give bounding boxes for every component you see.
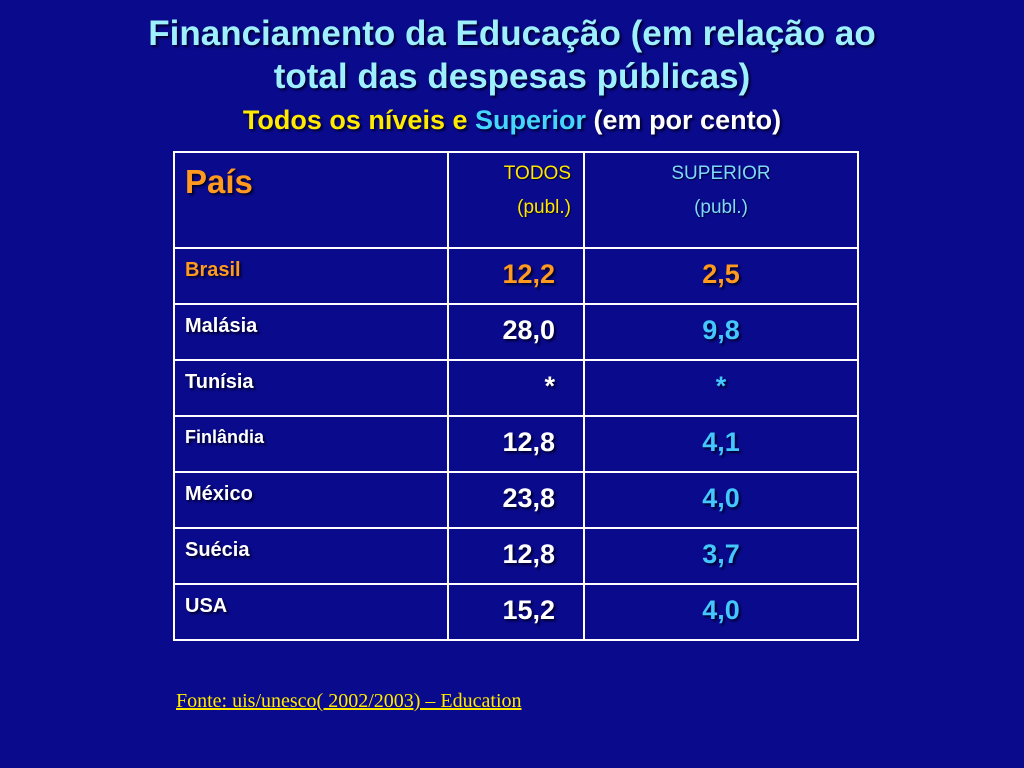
superior-value: 3,7 <box>702 539 740 569</box>
slide-title: Financiamento da Educação (em relação ao… <box>0 12 1024 98</box>
todos-cell: 12,2 <box>447 247 585 305</box>
table-row: Finlândia 12,8 4,1 <box>173 415 859 473</box>
superior-value: 4,1 <box>702 427 740 457</box>
table-header-row: País TODOS (publ.) SUPERIOR (publ.) <box>173 151 859 249</box>
todos-value: * <box>544 371 555 401</box>
country-name: Malásia <box>185 315 258 337</box>
country-cell: Malásia <box>173 303 449 361</box>
header-superior-line-1: SUPERIOR <box>671 163 771 184</box>
table-row: Brasil 12,2 2,5 <box>173 247 859 305</box>
table-row: Malásia 28,0 9,8 <box>173 303 859 361</box>
table-row: México 23,8 4,0 <box>173 471 859 529</box>
country-cell: Brasil <box>173 247 449 305</box>
country-cell: Suécia <box>173 527 449 585</box>
country-name: USA <box>185 595 228 617</box>
table-row: Suécia 12,8 3,7 <box>173 527 859 585</box>
header-todos-label: TODOS (publ.) <box>449 153 583 225</box>
country-name: Suécia <box>185 539 250 561</box>
superior-cell: 4,0 <box>583 583 859 641</box>
country-cell: Tunísia <box>173 359 449 417</box>
header-superior-label: SUPERIOR (publ.) <box>585 153 857 225</box>
header-country-cell: País <box>173 151 449 249</box>
country-cell: USA <box>173 583 449 641</box>
todos-cell: 15,2 <box>447 583 585 641</box>
slide-subtitle: Todos os níveis e Superior (em por cento… <box>0 103 1024 137</box>
header-superior-line-2: (publ.) <box>694 197 748 218</box>
todos-cell: 12,8 <box>447 527 585 585</box>
todos-value: 28,0 <box>502 315 555 345</box>
country-name: Brasil <box>185 259 241 281</box>
source-link[interactable]: Fonte: uis/unesco( 2002/2003) – Educatio… <box>176 690 522 712</box>
country-name: Finlândia <box>185 427 265 447</box>
header-todos-line-1: TODOS <box>503 163 571 184</box>
todos-cell: * <box>447 359 585 417</box>
financing-table: País TODOS (publ.) SUPERIOR (publ.) Bras… <box>173 151 859 641</box>
todos-value: 23,8 <box>502 483 555 513</box>
header-todos-line-2: (publ.) <box>517 197 571 218</box>
superior-cell: 4,1 <box>583 415 859 473</box>
superior-value: 2,5 <box>702 259 740 289</box>
header-todos-cell: TODOS (publ.) <box>447 151 585 249</box>
subtitle-part-3: (em por cento) <box>593 105 782 135</box>
superior-value: * <box>715 371 727 401</box>
todos-value: 12,8 <box>502 427 555 457</box>
header-superior-cell: SUPERIOR (publ.) <box>583 151 859 249</box>
superior-cell: * <box>583 359 859 417</box>
superior-value: 4,0 <box>702 595 740 625</box>
superior-cell: 4,0 <box>583 471 859 529</box>
superior-value: 9,8 <box>702 315 740 345</box>
superior-value: 4,0 <box>702 483 740 513</box>
table-row: USA 15,2 4,0 <box>173 583 859 641</box>
todos-cell: 12,8 <box>447 415 585 473</box>
todos-value: 12,8 <box>502 539 555 569</box>
country-cell: Finlândia <box>173 415 449 473</box>
subtitle-part-2: Superior <box>475 105 587 135</box>
subtitle-part-1: Todos os níveis e <box>242 105 468 135</box>
country-name: Tunísia <box>185 371 254 393</box>
title-line-2: total das despesas públicas) <box>273 57 751 96</box>
todos-value: 12,2 <box>502 259 555 289</box>
title-line-1: Financiamento da Educação (em relação ao <box>148 14 876 53</box>
todos-cell: 28,0 <box>447 303 585 361</box>
country-name: México <box>185 483 253 505</box>
superior-cell: 3,7 <box>583 527 859 585</box>
superior-cell: 2,5 <box>583 247 859 305</box>
table-row: Tunísia * * <box>173 359 859 417</box>
todos-cell: 23,8 <box>447 471 585 529</box>
superior-cell: 9,8 <box>583 303 859 361</box>
header-country-label: País <box>185 163 253 200</box>
country-cell: México <box>173 471 449 529</box>
todos-value: 15,2 <box>502 595 555 625</box>
